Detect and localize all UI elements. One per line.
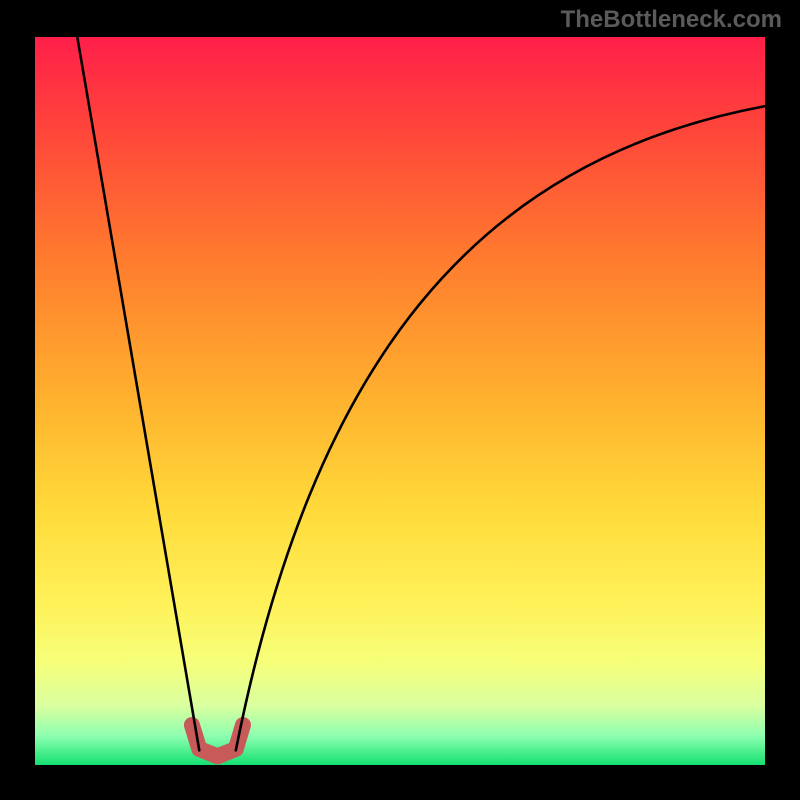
bottleneck-curve-right <box>236 106 765 750</box>
plot-svg <box>35 37 765 765</box>
plot-area <box>35 37 765 765</box>
bottleneck-curve-left <box>77 37 199 750</box>
